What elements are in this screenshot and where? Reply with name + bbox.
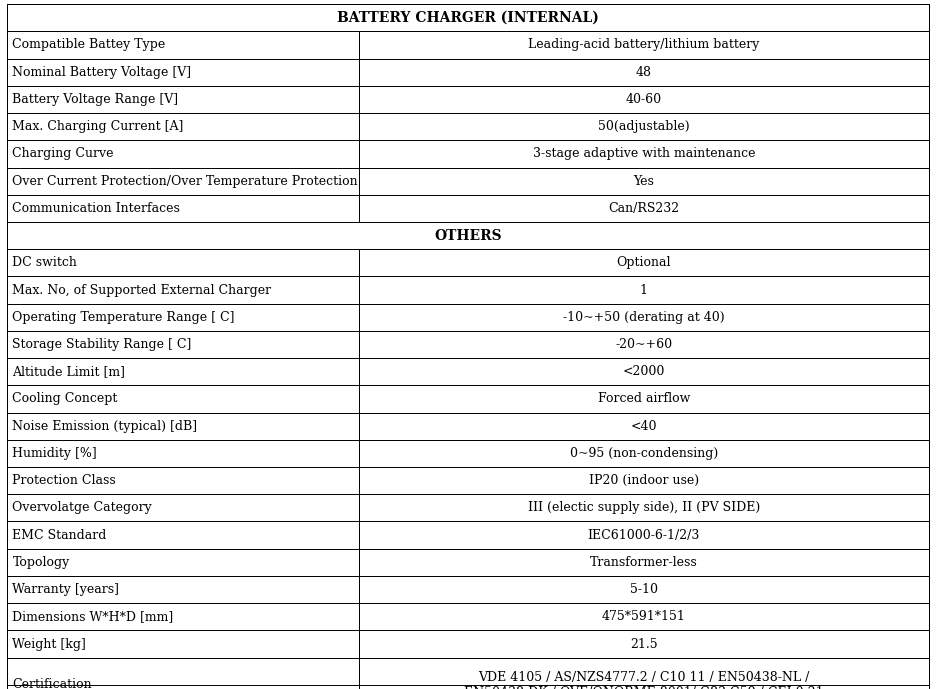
Bar [7, 86, 359, 113]
Bar [359, 494, 929, 522]
Bar [7, 222, 929, 249]
Text: 0~95 (non-condensing): 0~95 (non-condensing) [570, 447, 718, 460]
Bar [359, 249, 929, 276]
Text: Communication Interfaces: Communication Interfaces [12, 202, 181, 215]
Bar [359, 141, 929, 167]
Bar [7, 59, 359, 86]
Bar [7, 141, 359, 167]
Text: 5-10: 5-10 [630, 583, 658, 596]
Text: Nominal Battery Voltage [V]: Nominal Battery Voltage [V] [12, 65, 192, 79]
Bar [7, 331, 359, 358]
Text: Topology: Topology [12, 556, 70, 569]
Text: Charging Curve: Charging Curve [12, 147, 114, 161]
Bar [7, 167, 359, 195]
Bar [7, 113, 359, 141]
Text: Over Current Protection/Over Temperature Protection: Over Current Protection/Over Temperature… [12, 174, 358, 187]
Bar [359, 304, 929, 331]
Text: Forced airflow: Forced airflow [598, 393, 690, 405]
Bar [7, 603, 359, 630]
Text: 1: 1 [640, 284, 648, 296]
Text: Max. Charging Current [A]: Max. Charging Current [A] [12, 120, 183, 133]
Bar [359, 576, 929, 603]
Text: VDE 4105 / AS/NZS4777.2 / C10 11 / EN50438-NL /
EN50438-DK / OVE/ONORME 8001/ G8: VDE 4105 / AS/NZS4777.2 / C10 11 / EN504… [464, 671, 824, 689]
Text: Operating Temperature Range [ C]: Operating Temperature Range [ C] [12, 311, 235, 324]
Text: EMC Standard: EMC Standard [12, 528, 107, 542]
Text: Dimensions W*H*D [mm]: Dimensions W*H*D [mm] [12, 610, 174, 624]
Bar [359, 385, 929, 413]
Text: Altitude Limit [m]: Altitude Limit [m] [12, 365, 125, 378]
Bar [7, 467, 359, 494]
Text: Battery Voltage Range [V]: Battery Voltage Range [V] [12, 93, 179, 106]
Text: <2000: <2000 [622, 365, 665, 378]
Bar [359, 603, 929, 630]
Text: 48: 48 [636, 65, 651, 79]
Bar [359, 522, 929, 548]
Bar [359, 113, 929, 141]
Bar [7, 304, 359, 331]
Text: BATTERY CHARGER (INTERNAL): BATTERY CHARGER (INTERNAL) [337, 11, 599, 25]
Bar [359, 59, 929, 86]
Bar [7, 548, 359, 576]
Bar [359, 467, 929, 494]
Bar [7, 657, 359, 689]
Bar [359, 358, 929, 385]
Text: DC switch: DC switch [12, 256, 78, 269]
Text: -20~+60: -20~+60 [615, 338, 672, 351]
Text: III (electic supply side), II (PV SIDE): III (electic supply side), II (PV SIDE) [528, 502, 760, 515]
Bar [359, 195, 929, 222]
Text: Humidity [%]: Humidity [%] [12, 447, 97, 460]
Text: Warranty [years]: Warranty [years] [12, 583, 120, 596]
Text: Can/RS232: Can/RS232 [608, 202, 680, 215]
Text: 50(adjustable): 50(adjustable) [598, 120, 690, 133]
Text: Yes: Yes [634, 174, 654, 187]
Bar [359, 331, 929, 358]
Text: IP20 (indoor use): IP20 (indoor use) [589, 474, 699, 487]
Bar [359, 32, 929, 59]
Bar [7, 4, 929, 32]
Text: Storage Stability Range [ C]: Storage Stability Range [ C] [12, 338, 192, 351]
Bar [7, 385, 359, 413]
Text: -10~+50 (derating at 40): -10~+50 (derating at 40) [563, 311, 724, 324]
Text: 40-60: 40-60 [626, 93, 662, 106]
Text: IEC61000-6-1/2/3: IEC61000-6-1/2/3 [588, 528, 700, 542]
Bar [7, 32, 359, 59]
Text: Compatible Battey Type: Compatible Battey Type [12, 39, 166, 52]
Text: Weight [kg]: Weight [kg] [12, 637, 86, 650]
Bar [359, 86, 929, 113]
Bar [7, 413, 359, 440]
Text: Optional: Optional [617, 256, 671, 269]
Bar [359, 413, 929, 440]
Bar [7, 576, 359, 603]
Text: Leading-acid battery/lithium battery: Leading-acid battery/lithium battery [528, 39, 760, 52]
Bar [359, 630, 929, 657]
Bar [359, 167, 929, 195]
Bar [7, 522, 359, 548]
Text: Noise Emission (typical) [dB]: Noise Emission (typical) [dB] [12, 420, 197, 433]
Text: OTHERS: OTHERS [434, 229, 502, 243]
Text: Max. No, of Supported External Charger: Max. No, of Supported External Charger [12, 284, 271, 296]
Text: Certification: Certification [12, 679, 92, 689]
Text: Transformer-less: Transformer-less [590, 556, 698, 569]
Bar [7, 195, 359, 222]
Bar [359, 440, 929, 467]
Text: Cooling Concept: Cooling Concept [12, 393, 118, 405]
Text: Overvolatge Category: Overvolatge Category [12, 502, 153, 515]
Text: 21.5: 21.5 [630, 637, 658, 650]
Text: 3-stage adaptive with maintenance: 3-stage adaptive with maintenance [533, 147, 755, 161]
Bar [7, 358, 359, 385]
Bar [7, 249, 359, 276]
Bar [7, 440, 359, 467]
Bar [7, 276, 359, 304]
Bar [7, 630, 359, 657]
Text: 475*591*151: 475*591*151 [602, 610, 686, 624]
Text: Protection Class: Protection Class [12, 474, 116, 487]
Bar [359, 548, 929, 576]
Bar [359, 657, 929, 689]
Bar [7, 494, 359, 522]
Bar [359, 276, 929, 304]
Text: <40: <40 [631, 420, 657, 433]
